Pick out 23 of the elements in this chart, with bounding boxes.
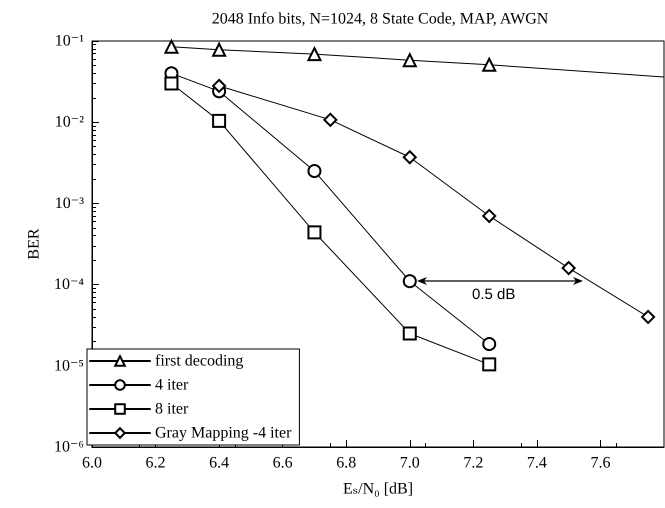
x-tick-label: 6.2 (146, 454, 166, 472)
annotation: 0.5 dB (472, 286, 516, 303)
chart-title: 2048 Info bits, N=1024, 8 State Code, MAP, AWGN (212, 10, 549, 28)
x-axis-title: Eₛ/N₀ [dB] (342, 480, 414, 498)
y-tick-label: 10⁻² (54, 114, 84, 131)
y-tick-label: 10⁻³ (54, 194, 84, 212)
legend-label: first decoding (155, 352, 244, 370)
legend-label: 8 iter (155, 400, 189, 418)
legend-label: Gray Mapping -4 iter (155, 424, 292, 442)
legend-label: 4 iter (155, 376, 189, 394)
y-tick-label: 10⁻⁵ (54, 357, 84, 374)
y-tick-label: 10⁻¹ (54, 32, 84, 50)
x-tick-label: 6.0 (82, 454, 102, 472)
x-tick-label: 7.4 (526, 454, 547, 472)
x-tick-label: 6.8 (336, 454, 356, 472)
x-tick-label: 7.6 (590, 454, 610, 472)
y-axis-title: BER (26, 228, 42, 260)
x-tick-label: 6.6 (272, 454, 293, 472)
x-tick-label: 6.4 (209, 454, 230, 472)
y-tick-label: 10⁻⁶ (54, 438, 84, 456)
x-tick-label: 7.0 (400, 454, 420, 472)
x-tick-label: 7.2 (463, 454, 484, 472)
y-tick-label: 10⁻⁴ (54, 276, 84, 294)
